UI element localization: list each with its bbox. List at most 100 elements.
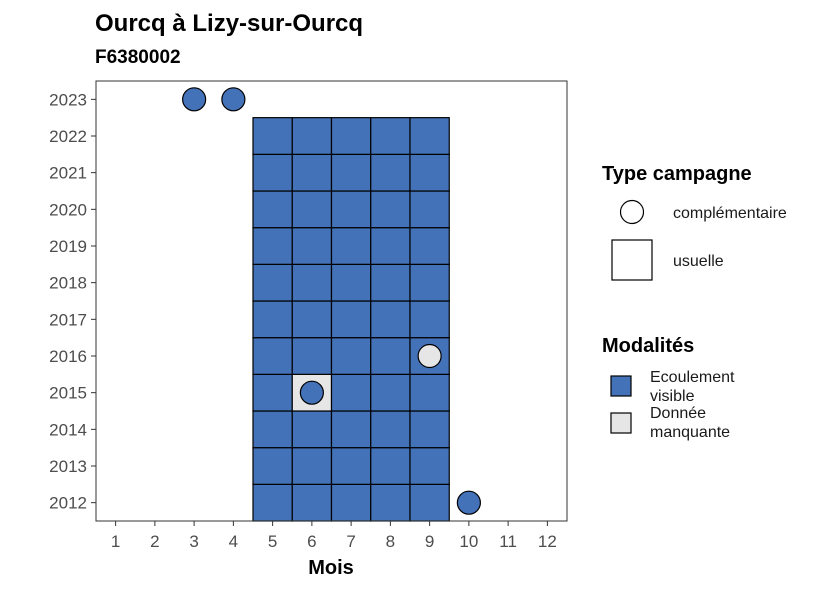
legend-usuelle-label: usuelle: [673, 253, 724, 270]
tile-2016-8: [370, 337, 411, 375]
tile-2017-5: [252, 300, 293, 339]
plot-area: [95, 80, 568, 522]
y-tick-label-2019: 2019: [49, 237, 87, 256]
legend-modalites-title: Modalités: [602, 335, 694, 357]
x-tick-label-9: 9: [425, 532, 434, 551]
tile-2017-9: [409, 300, 450, 339]
tile-2020-5: [252, 190, 293, 229]
tile-2022-9: [409, 117, 450, 155]
x-tick-label-4: 4: [229, 532, 238, 551]
x-tick-label-3: 3: [189, 532, 198, 551]
x-tick-label-5: 5: [268, 532, 277, 551]
tile-2012-6: [291, 483, 333, 522]
tile-2020-6: [291, 190, 333, 229]
y-tick-label-2017: 2017: [49, 310, 87, 329]
legend-type-title: Type campagne: [602, 163, 752, 185]
tile-2013-5: [252, 447, 293, 485]
tile-2014-6: [291, 410, 333, 449]
tile-2013-6: [291, 447, 333, 485]
tile-2016-6: [291, 337, 333, 375]
y-tick-label-2013: 2013: [49, 457, 87, 476]
tile-2015-8: [370, 373, 411, 412]
legend-ecoulement-key: [610, 375, 632, 397]
plot-border: [95, 80, 568, 522]
x-tick-label-2: 2: [150, 532, 159, 551]
tile-2022-8: [370, 117, 411, 155]
y-tick-label-2012: 2012: [49, 494, 87, 513]
tile-2013-7: [330, 447, 372, 485]
tile-2013-9: [409, 447, 450, 485]
tile-2014-7: [330, 410, 372, 449]
tile-2014-9: [409, 410, 450, 449]
tile-2018-9: [409, 263, 450, 302]
x-tick-label-10: 10: [459, 532, 478, 551]
tile-2017-8: [370, 300, 411, 339]
complementaire-points: [182, 87, 481, 515]
tile-2020-7: [330, 190, 372, 229]
tile-2019-7: [330, 227, 372, 265]
legend-ecoulement-label: Ecoulement visible: [650, 369, 739, 405]
legend-donnee-manquante-line-1: Donnée: [650, 405, 706, 422]
y-tick-label-2022: 2022: [49, 127, 87, 146]
y-tick-label-2020: 2020: [49, 200, 87, 219]
tile-2019-5: [252, 227, 293, 265]
tile-2018-7: [330, 263, 372, 302]
x-tick-label-12: 12: [538, 532, 557, 551]
y-tick-label-2014: 2014: [49, 420, 87, 439]
x-axis-title: Mois: [308, 557, 354, 579]
y-tick-label-2021: 2021: [49, 164, 87, 183]
legend-donnee-manquante-label: Donnée manquante: [650, 405, 730, 441]
y-tick-label-2018: 2018: [49, 274, 87, 293]
tile-2021-8: [370, 153, 411, 192]
tile-2021-6: [291, 153, 333, 192]
y-tick-label-2015: 2015: [49, 384, 87, 403]
legend-modalites: Modalités Ecoulement visible Donnée manq…: [602, 335, 739, 441]
usuelle-tiles: [252, 117, 450, 522]
legend-donnee-manquante-line-2: manquante: [650, 424, 730, 441]
point-2015-6: [299, 380, 324, 405]
tile-2017-6: [291, 300, 333, 339]
x-tick-label-6: 6: [307, 532, 316, 551]
tile-2012-8: [370, 483, 411, 522]
tile-2022-5: [252, 117, 293, 155]
legend-donnee-manquante-key: [610, 412, 632, 434]
tile-2014-5: [252, 410, 293, 449]
tile-2021-7: [330, 153, 372, 192]
x-axis: 1 2 3 4 5 6 7 8 9 10 11 12: [111, 521, 557, 551]
tile-2018-8: [370, 263, 411, 302]
tile-2015-9: [409, 373, 450, 412]
x-tick-label-11: 11: [499, 532, 517, 551]
point-2023-4: [221, 87, 246, 112]
tile-2021-5: [252, 153, 293, 192]
tile-2019-9: [409, 227, 450, 265]
tile-2012-5: [252, 483, 293, 522]
tile-2022-6: [291, 117, 333, 155]
tile-2015-5: [252, 373, 293, 412]
tile-2020-8: [370, 190, 411, 229]
tile-2022-7: [330, 117, 372, 155]
legend-ecoulement-line-1: Ecoulement: [650, 369, 735, 386]
tile-2012-7: [330, 483, 372, 522]
tile-2013-8: [370, 447, 411, 485]
tile-2021-9: [409, 153, 450, 192]
legend-type-campagne: Type campagne complémentaire usuelle: [602, 163, 787, 281]
tile-2020-9: [409, 190, 450, 229]
tile-2019-8: [370, 227, 411, 265]
tile-2018-5: [252, 263, 293, 302]
legend-complementaire-label: complémentaire: [673, 205, 787, 222]
legend-square-key: [611, 239, 653, 281]
point-2016-9: [417, 343, 442, 369]
tile-2016-5: [252, 337, 293, 375]
tile-2017-7: [330, 300, 372, 339]
y-tick-label-2016: 2016: [49, 347, 87, 366]
tile-2016-7: [330, 337, 372, 375]
x-tick-label-8: 8: [386, 532, 395, 551]
legend-circle-key: [619, 199, 645, 225]
chart-title: Ourcq à Lizy-sur-Ourcq: [95, 10, 363, 37]
x-tick-label-7: 7: [346, 532, 355, 551]
chart-subtitle: F6380002: [95, 47, 181, 68]
tile-2018-6: [291, 263, 333, 302]
y-tick-label-2023: 2023: [49, 90, 87, 109]
tile-2014-8: [370, 410, 411, 449]
